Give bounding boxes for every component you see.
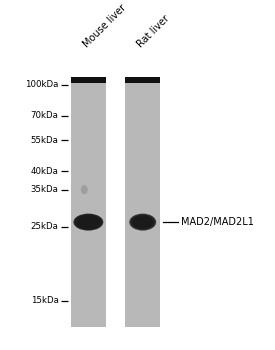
Text: 35kDa: 35kDa [31,185,59,194]
Text: 15kDa: 15kDa [31,296,59,305]
Ellipse shape [82,219,94,225]
Ellipse shape [140,220,145,224]
Ellipse shape [85,220,91,224]
Ellipse shape [139,219,147,225]
Ellipse shape [135,217,151,227]
Ellipse shape [84,219,93,225]
Ellipse shape [141,221,144,223]
Ellipse shape [133,216,152,228]
Text: Rat liver: Rat liver [136,13,172,49]
Text: 25kDa: 25kDa [31,222,59,231]
Text: MAD2/MAD2L1: MAD2/MAD2L1 [181,217,254,227]
Ellipse shape [73,214,103,231]
Ellipse shape [75,215,102,230]
Ellipse shape [129,214,156,231]
Ellipse shape [131,215,155,230]
Bar [71,77,106,327]
Ellipse shape [137,219,148,225]
Ellipse shape [87,221,90,223]
Ellipse shape [132,215,153,229]
Text: 70kDa: 70kDa [31,111,59,120]
Ellipse shape [81,218,96,226]
Text: 40kDa: 40kDa [31,167,59,176]
Ellipse shape [79,217,97,227]
Ellipse shape [81,185,88,194]
Bar [71,77,106,83]
Text: Mouse liver: Mouse liver [81,2,128,49]
Text: 55kDa: 55kDa [31,136,59,145]
Ellipse shape [136,218,149,226]
Bar [125,77,160,327]
Text: 100kDa: 100kDa [25,80,59,89]
Ellipse shape [76,215,100,229]
Ellipse shape [78,216,99,228]
Bar [125,77,160,83]
